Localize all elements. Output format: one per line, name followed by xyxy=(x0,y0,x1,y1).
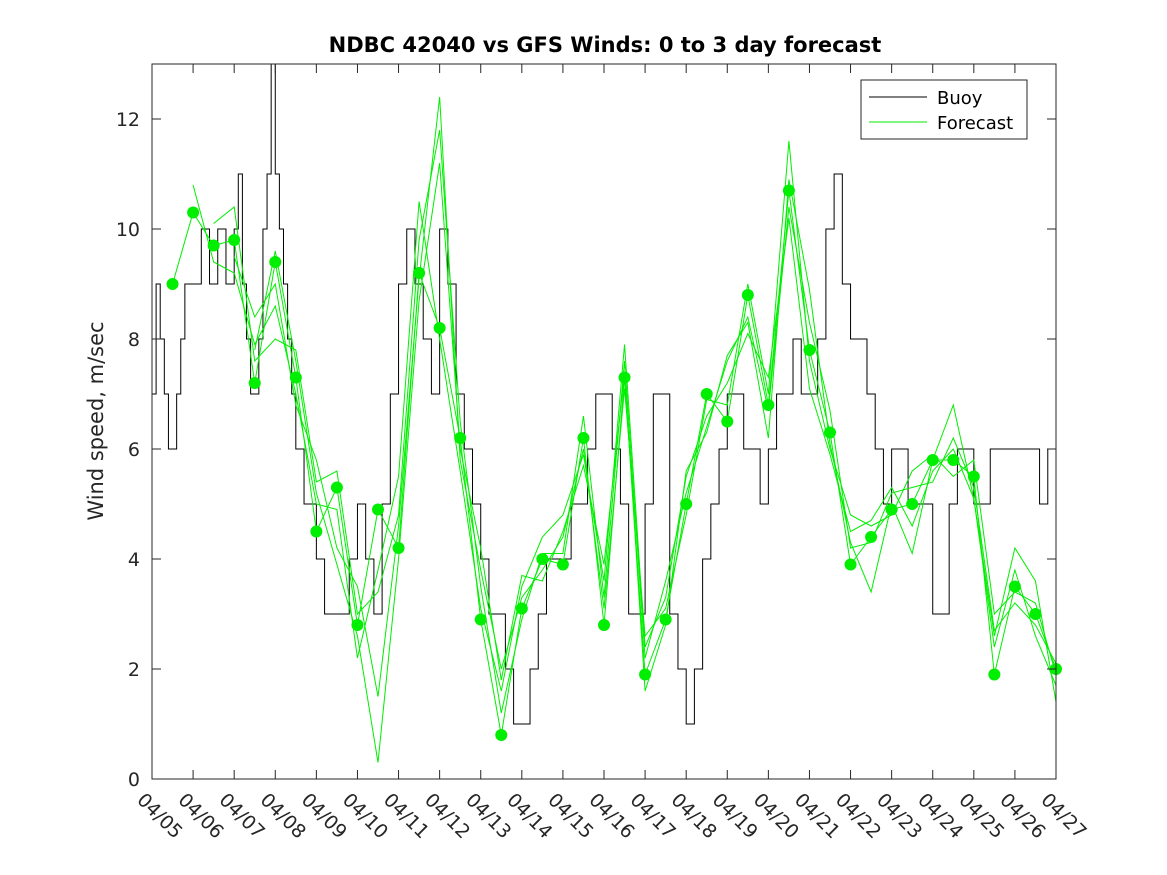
forecast-point xyxy=(248,377,261,389)
x-tick-label: 04/11 xyxy=(379,789,433,843)
forecast-point xyxy=(885,503,898,516)
x-tick-label: 04/08 xyxy=(256,789,310,843)
forecast-point xyxy=(803,344,816,356)
forecast-point xyxy=(680,498,693,510)
x-tick-label: 04/10 xyxy=(338,789,392,843)
y-tick-label: 0 xyxy=(128,769,140,791)
forecast-point xyxy=(556,558,569,571)
x-tick-label: 04/19 xyxy=(708,789,762,843)
forecast-series-line-1 xyxy=(192,184,1057,692)
y-tick-label: 10 xyxy=(116,219,140,241)
forecast-point xyxy=(926,454,939,466)
legend-buoy-label: Buoy xyxy=(937,88,983,109)
plot-area xyxy=(152,64,1056,779)
forecast-point xyxy=(433,322,446,334)
forecast-point xyxy=(372,503,384,516)
x-tick-label: 04/21 xyxy=(790,789,844,843)
forecast-point xyxy=(330,481,343,494)
forecast-point xyxy=(536,553,549,565)
x-tick-label: 04/12 xyxy=(420,789,474,843)
forecast-point xyxy=(166,278,179,290)
forecast-point xyxy=(515,602,528,615)
forecast-point xyxy=(967,470,980,483)
forecast-point xyxy=(824,426,836,439)
x-tick-label: 04/26 xyxy=(995,789,1049,843)
buoy-series-line xyxy=(152,63,1056,725)
x-tick-label: 04/23 xyxy=(872,789,926,843)
forecast-point xyxy=(269,256,282,268)
forecast-point xyxy=(659,613,672,626)
x-tick-label: 04/07 xyxy=(215,789,269,843)
y-tick-label: 8 xyxy=(128,329,140,351)
legend-box xyxy=(860,79,1028,140)
forecast-point xyxy=(1008,580,1021,593)
forecast-point xyxy=(454,432,467,444)
forecast-point xyxy=(947,454,960,466)
chart-title: NDBC 42040 vs GFS Winds: 0 to 3 day fore… xyxy=(329,33,882,57)
x-tick-label: 04/06 xyxy=(174,789,228,843)
forecast-point xyxy=(207,239,220,252)
forecast-point xyxy=(228,234,241,246)
x-tick-label: 04/18 xyxy=(667,789,721,843)
forecast-point xyxy=(1029,608,1042,620)
y-tick-label: 4 xyxy=(128,549,140,571)
y-axis-label: Wind speed, m/sec xyxy=(84,321,108,520)
series-layer xyxy=(152,63,1062,763)
y-tick-label: 12 xyxy=(116,109,140,131)
forecast-point xyxy=(721,415,734,428)
forecast-point xyxy=(413,267,426,279)
x-tick-label: 04/24 xyxy=(913,789,967,843)
forecast-point xyxy=(618,371,631,384)
y-tick-label: 6 xyxy=(128,439,140,461)
x-tick-label: 04/05 xyxy=(132,789,186,843)
forecast-point xyxy=(988,668,1001,681)
forecast-point xyxy=(577,432,590,444)
x-tick-label: 04/14 xyxy=(502,789,556,843)
legend: Buoy Forecast xyxy=(860,79,1028,140)
forecast-point xyxy=(906,498,919,510)
forecast-point xyxy=(865,531,878,543)
y-tick-label: 2 xyxy=(128,659,140,681)
forecast-point xyxy=(495,729,508,741)
x-tick-label: 04/27 xyxy=(1036,789,1090,843)
x-tick-label: 04/13 xyxy=(461,789,515,843)
x-tick-label: 04/16 xyxy=(584,789,638,843)
x-tick-label: 04/25 xyxy=(954,789,1008,843)
x-tick-label: 04/15 xyxy=(543,789,597,843)
forecast-point xyxy=(598,619,610,631)
forecast-series-line-3 xyxy=(233,96,1057,697)
forecast-point xyxy=(782,184,795,197)
forecast-point xyxy=(741,289,754,301)
forecast-point xyxy=(351,619,364,631)
forecast-point xyxy=(310,525,323,538)
forecast-point xyxy=(639,668,652,681)
forecast-point xyxy=(392,542,405,554)
legend-forecast-label: Forecast xyxy=(937,113,1013,134)
x-tick-label: 04/20 xyxy=(749,789,803,843)
forecast-series-line-4 xyxy=(254,162,1057,763)
x-tick-label: 04/22 xyxy=(831,789,885,843)
forecast-point xyxy=(700,388,713,400)
forecast-point xyxy=(762,399,775,411)
x-tick-label: 04/09 xyxy=(297,789,351,843)
forecast-point xyxy=(187,206,200,219)
forecast-point xyxy=(474,613,487,626)
forecast-point xyxy=(289,371,302,384)
forecast-point xyxy=(844,558,857,571)
x-tick-label: 04/17 xyxy=(626,789,680,843)
